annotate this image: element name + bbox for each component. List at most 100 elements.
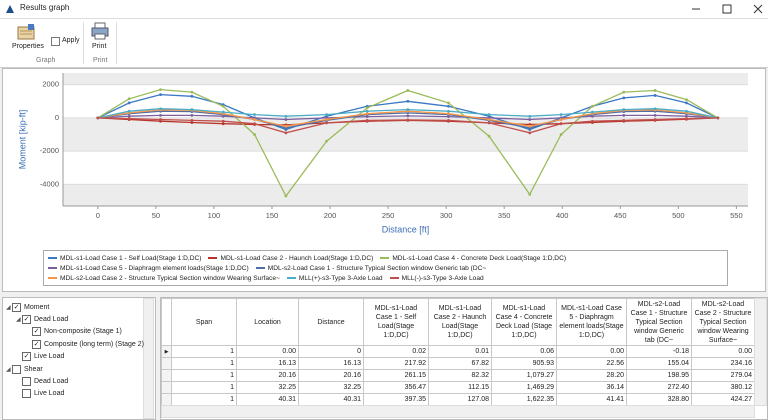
column-header: MDL-s2-Load Case 2 - Structure Typical S… (692, 299, 755, 346)
apply-label[interactable]: Apply (62, 37, 80, 44)
apply-checkbox[interactable] (51, 37, 60, 46)
data-point (622, 108, 625, 111)
legend-label: MDL-s2-Load Case 1 - Structure Typical S… (268, 265, 486, 272)
data-point (190, 108, 193, 111)
tree-label: Live Load (34, 353, 64, 360)
data-point (654, 114, 657, 117)
x-tick-label: 400 (556, 211, 569, 220)
tree-label: Moment (24, 304, 49, 311)
checkbox[interactable]: ✓ (32, 340, 41, 349)
table-cell: -0.18 (627, 346, 692, 358)
table-cell: 0.01 (429, 346, 492, 358)
tree-item: ✓Composite (long term) (Stage 2) (26, 338, 144, 350)
table-row: 132.2532.25356.47112.151,469.2936.14272.… (162, 382, 755, 394)
group-label: Print (93, 57, 107, 64)
data-point (685, 115, 688, 118)
column-header: Distance (299, 299, 364, 346)
x-tick-label: 550 (730, 211, 743, 220)
scrollbar[interactable] (143, 298, 154, 419)
legend-label: MDL-s1-Load Case 5 - Diaphragm element l… (60, 265, 249, 272)
x-tick-label: 500 (672, 211, 685, 220)
data-point (128, 102, 131, 105)
table-cell: 1,469.29 (492, 382, 557, 394)
data-point (654, 94, 657, 97)
data-point (685, 110, 688, 113)
tree-item: ◢Shear (6, 363, 43, 375)
scrollbar[interactable] (161, 405, 755, 418)
table-cell: 0.06 (492, 346, 557, 358)
legend-item: MLL(+)-s3-Type 3-Axle Load (287, 273, 383, 283)
legend-label: MLL(-)-s3-Type 3-Axle Load (402, 275, 484, 282)
legend-swatch (48, 267, 57, 269)
data-grid: SpanLocationDistanceMDL-s1-Load Case 1 -… (161, 298, 755, 406)
tree-item: ◢✓Dead Load (16, 313, 68, 325)
y-axis-title: Moment [kip-ft] (17, 110, 27, 170)
legend-label: MLL(+)-s3-Type 3-Axle Load (299, 275, 383, 282)
y-tick-label: -4000 (40, 179, 59, 188)
data-point (406, 114, 409, 117)
data-point (325, 140, 328, 143)
table-cell: 261.15 (364, 370, 429, 382)
x-tick-label: 150 (266, 211, 279, 220)
checkbox[interactable] (22, 389, 31, 398)
legend-item: MDL-s1-Load Case 4 - Concrete Deck Load(… (380, 253, 566, 263)
separator (116, 22, 117, 64)
tree-view: ◢✓Moment◢✓Dead Load✓Non-composite (Stage… (2, 297, 156, 420)
data-point (591, 105, 594, 108)
legend-swatch (48, 277, 57, 279)
data-point (128, 97, 131, 100)
table-cell: 1 (172, 382, 237, 394)
checkbox[interactable]: ✓ (32, 327, 41, 336)
table-cell: 424.27 (692, 394, 755, 406)
table-cell: 1 (172, 358, 237, 370)
legend-swatch (390, 277, 399, 279)
checkbox[interactable]: ✓ (22, 352, 31, 361)
checkbox[interactable]: ✓ (22, 315, 31, 324)
table-cell: 356.47 (364, 382, 429, 394)
tree-label: Live Load (34, 390, 64, 397)
data-point (159, 118, 162, 121)
row-header (162, 382, 172, 394)
table-cell: 1 (172, 370, 237, 382)
column-header: MDL-s1-Load Case 1 - Self Load(Stage 1:D… (364, 299, 429, 346)
data-point (591, 120, 594, 123)
legend-swatch (287, 277, 296, 279)
data-point (190, 114, 193, 117)
print-button[interactable]: Print (92, 43, 106, 50)
print-icon[interactable] (90, 22, 110, 40)
data-point (622, 119, 625, 122)
checkbox[interactable] (12, 365, 21, 374)
data-point (222, 105, 225, 108)
x-tick-label: 450 (614, 211, 627, 220)
data-point (447, 110, 450, 113)
data-point (622, 114, 625, 117)
table-row: 116.1316.13217.9267.82905.9322.56155.042… (162, 358, 755, 370)
table-cell: 1 (172, 346, 237, 358)
table-cell: 36.14 (557, 382, 627, 394)
checkbox[interactable]: ✓ (12, 303, 21, 312)
row-header: ▶ (162, 346, 172, 358)
plot-band (63, 151, 748, 184)
data-point (159, 114, 162, 117)
tree-item: ✓Live Load (16, 351, 64, 363)
properties-icon[interactable] (16, 23, 38, 41)
tree-item: ◢✓Moment (6, 301, 49, 313)
properties-button[interactable]: Properties (12, 43, 44, 50)
checkbox[interactable] (22, 377, 31, 386)
legend: MDL-s1-Load Case 1 - Self Load(Stage 1:D… (43, 250, 728, 286)
data-point (253, 122, 256, 125)
x-axis-title: Distance [ft] (382, 224, 430, 234)
data-point (253, 133, 256, 136)
tree-label: Composite (long term) (Stage 2) (44, 341, 144, 348)
table-cell: 28.20 (557, 370, 627, 382)
legend-label: MDL-s1-Load Case 1 - Self Load(Stage 1:D… (60, 255, 201, 262)
x-tick-label: 200 (324, 211, 337, 220)
legend-item: MDL-s1-Load Case 5 - Diaphragm element l… (48, 263, 249, 273)
row-header (162, 358, 172, 370)
header-row: SpanLocationDistanceMDL-s1-Load Case 1 -… (162, 299, 755, 346)
scrollbar[interactable] (754, 298, 767, 406)
data-point (159, 93, 162, 96)
data-point (366, 112, 369, 115)
window-controls[interactable] (690, 3, 765, 15)
results-table: SpanLocationDistanceMDL-s1-Load Case 1 -… (160, 297, 768, 420)
